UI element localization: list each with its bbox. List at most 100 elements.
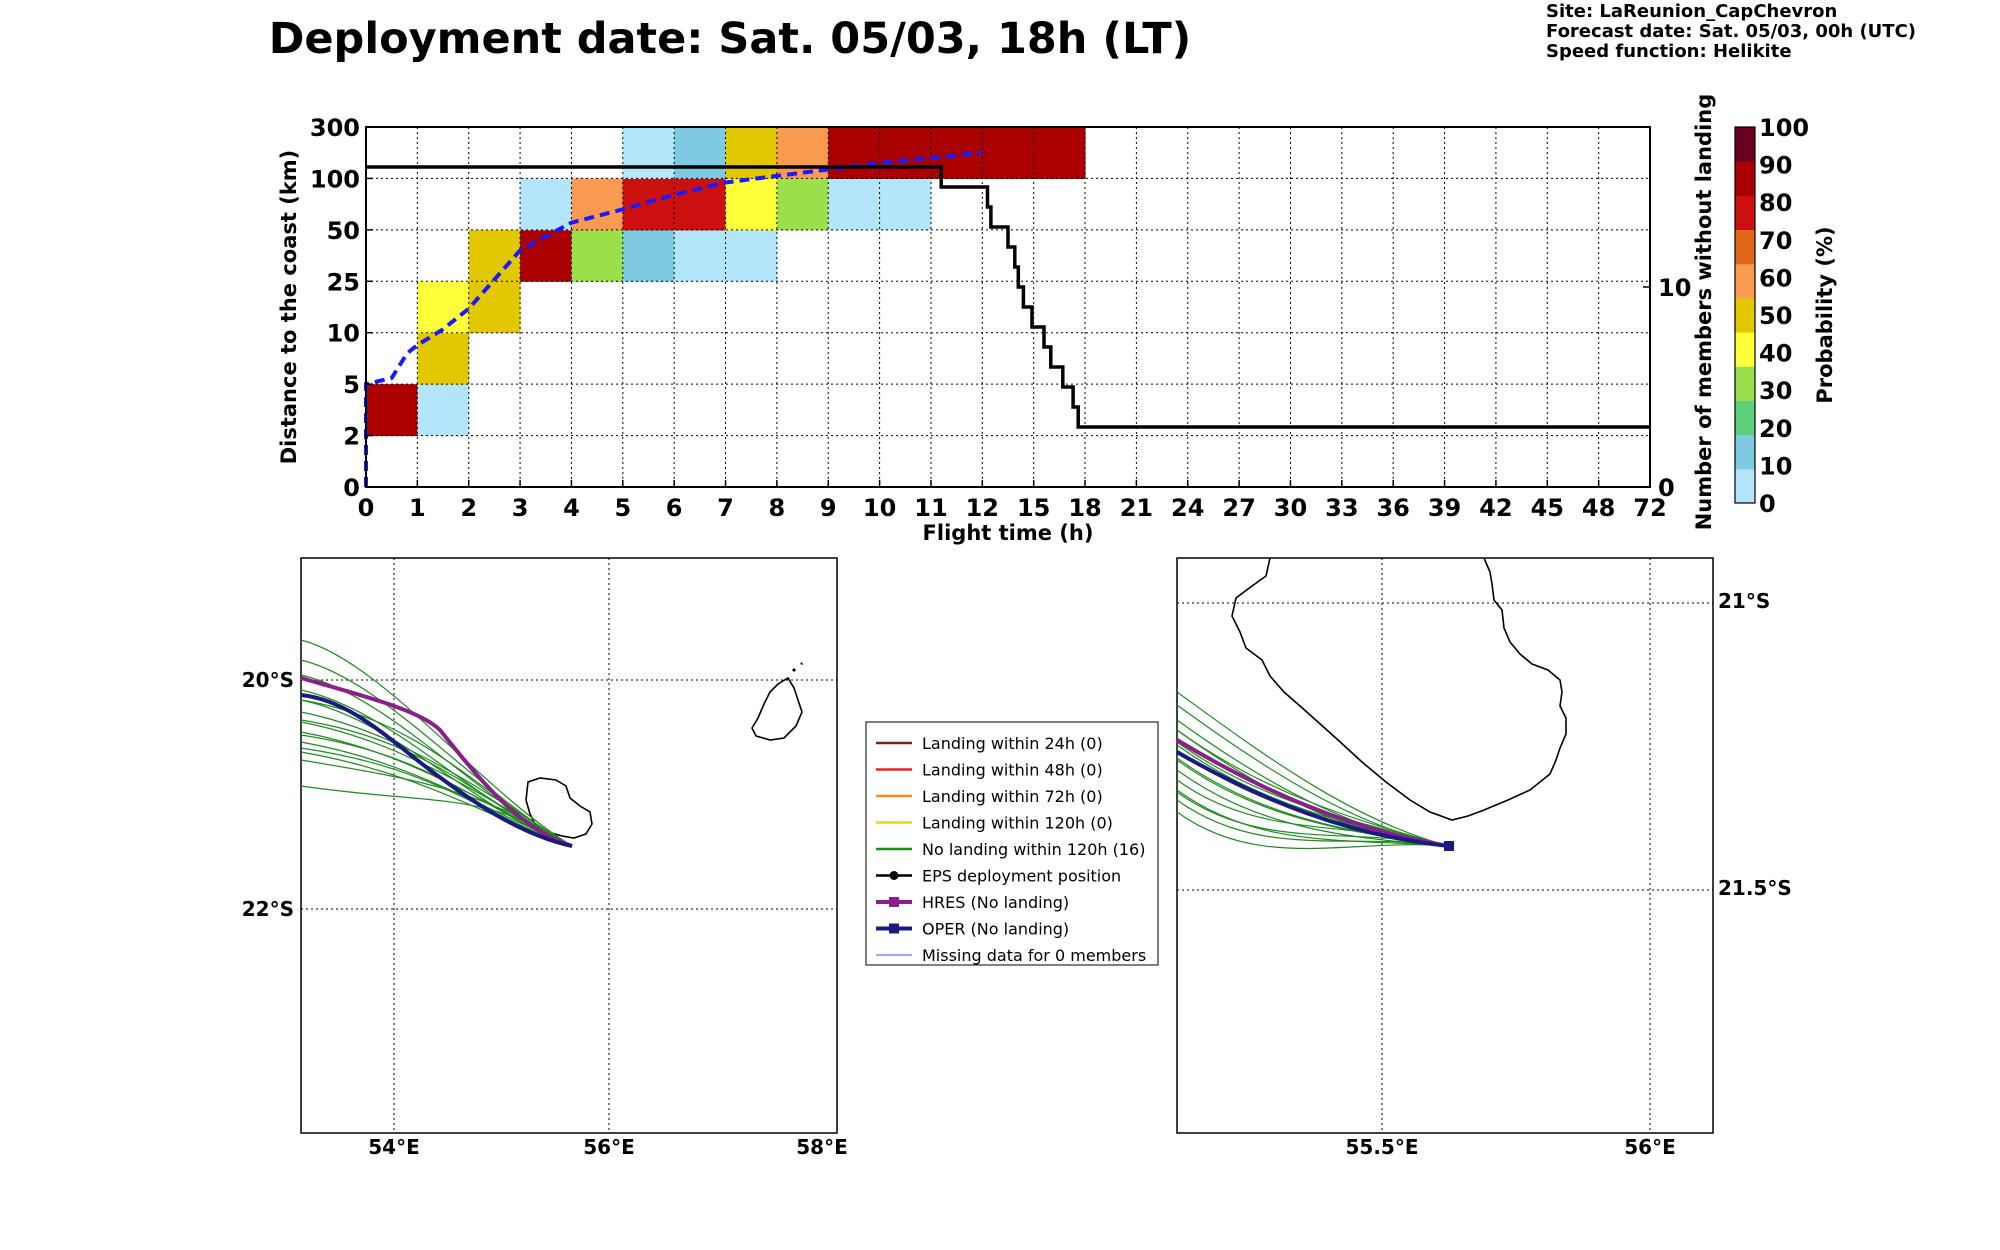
colorbar-tick-label: 0: [1759, 490, 1776, 518]
colorbar-tick-label: 50: [1759, 302, 1792, 330]
colorbar-bin: [1735, 195, 1755, 231]
x-tick-label: 5: [614, 494, 631, 522]
x-tick-label: 2: [460, 494, 477, 522]
colorbar-bin: [1735, 263, 1755, 299]
mauritius-island-outline: [751, 676, 803, 741]
left-map-x-tick: 56°E: [583, 1135, 635, 1159]
colorbar-tick-label: 70: [1759, 227, 1792, 255]
probability-heatmap: [366, 127, 1086, 437]
y-tick-label: 2: [343, 423, 360, 451]
legend-label: Landing within 24h (0): [922, 734, 1103, 753]
heatmap-cell: [879, 127, 932, 179]
heatmap-cell: [520, 178, 572, 231]
reunion-island-outline-zoom: [1231, 557, 1567, 821]
legend-marker: [889, 897, 899, 907]
heatmap-cell: [674, 229, 727, 282]
ensemble-track: [300, 751, 573, 847]
left-map-x-ticks: 54°E 56°E 58°E: [368, 1135, 848, 1159]
heatmap-cell: [776, 178, 829, 231]
legend-marker: [889, 871, 899, 880]
legend-label: OPER (No landing): [922, 920, 1069, 939]
y-tick-label: 10: [327, 320, 360, 348]
right-map-y-tick: 21.5°S: [1718, 876, 1792, 900]
x-tick-label: 11: [914, 494, 947, 522]
left-map-y-ticks: 20°S 22°S: [242, 668, 294, 921]
ensemble-track: [300, 747, 573, 847]
x-tick-label: 15: [1017, 494, 1050, 522]
heatmap-cell: [725, 127, 778, 179]
colorbar-tick-label: 100: [1759, 114, 1809, 142]
x-tick-label: 3: [512, 494, 529, 522]
legend-label: HRES (No landing): [922, 893, 1069, 912]
heatmap-cell: [571, 178, 624, 231]
hres-track: [1175, 738, 1450, 848]
legend-label: Missing data for 0 members: [922, 946, 1146, 965]
y2-tick-label: 0: [1658, 474, 1675, 502]
y2-tick-labels: 0 10: [1643, 274, 1691, 502]
y-tick-label: 100: [310, 165, 360, 193]
left-map-ensemble-tracks: [300, 639, 573, 848]
colorbar-bin: [1735, 297, 1755, 333]
x-tick-label: 9: [820, 494, 837, 522]
x-tick-label: 1: [409, 494, 426, 522]
heatmap-cell: [1033, 127, 1086, 179]
oper-track: [1175, 750, 1450, 848]
x-tick-label: 30: [1274, 494, 1307, 522]
x-tick-label: 72: [1633, 494, 1666, 522]
x-tick-label: 45: [1531, 494, 1564, 522]
x-axis-label: Flight time (h): [923, 521, 1094, 545]
x-tick-label: 21: [1120, 494, 1153, 522]
colorbar-frame: [1734, 126, 1756, 504]
ensemble-track: [1176, 811, 1450, 850]
right-map-x-tick: 56°E: [1624, 1135, 1676, 1159]
colorbar-bin: [1735, 229, 1755, 265]
legend-label: Landing within 120h (0): [922, 814, 1113, 833]
heatmap-cell: [828, 127, 881, 179]
hres-track: [300, 676, 573, 848]
site-info: Site: LaReunion_CapChevron Forecast date…: [1546, 2, 1916, 62]
right-map-x-tick: 55.5°E: [1345, 1135, 1418, 1159]
left-map-y-tick: 20°S: [242, 668, 294, 692]
colorbar-bin: [1735, 161, 1755, 196]
legend: Landing within 24h (0) Landing within 48h…: [865, 721, 1159, 966]
y-tick-label: 25: [327, 268, 360, 296]
x-tick-label: 33: [1325, 494, 1358, 522]
left-map: 54°E 56°E 58°E 20°S 22°S: [242, 557, 848, 1159]
colorbar-label: Probability (%): [1813, 226, 1837, 403]
legend-label: No landing within 120h (16): [922, 840, 1145, 859]
colorbar-tick-label: 40: [1759, 340, 1792, 368]
colorbar-bin: [1735, 332, 1755, 367]
colorbar-bin: [1735, 127, 1755, 162]
colorbar-tick-label: 10: [1759, 452, 1792, 480]
x-tick-label: 12: [966, 494, 999, 522]
rodrigues-islet: [792, 662, 803, 672]
right-map-ensemble-tracks: [1175, 691, 1454, 851]
colorbar-bin: [1735, 434, 1755, 470]
x-tick-label: 7: [717, 494, 734, 522]
heatmap-cell: [417, 384, 470, 437]
heatmap-cell: [828, 178, 881, 231]
deployment-marker: [1444, 841, 1454, 851]
y-tick-label: 5: [343, 371, 360, 399]
y-tick-label: 50: [327, 217, 360, 245]
x-tick-label: 36: [1376, 494, 1409, 522]
y2-tick-label: 10: [1658, 274, 1691, 302]
left-map-grid: [301, 558, 837, 1133]
y-tick-label: 300: [310, 114, 360, 142]
heatmap-cell: [417, 281, 470, 334]
ensemble-track: [1176, 789, 1450, 847]
x-tick-label: 39: [1428, 494, 1461, 522]
chart-series: [364, 150, 1650, 487]
page-title: Deployment date: Sat. 05/03, 18h (LT): [268, 14, 1192, 64]
legend-marker: [889, 923, 899, 934]
y2-axis-label: Number of members without landing: [1692, 94, 1716, 531]
right-map-x-ticks: 55.5°E 56°E: [1345, 1135, 1675, 1159]
legend-frame: [865, 721, 1159, 966]
heatmap-cell: [674, 127, 727, 179]
heatmap-cell: [366, 384, 418, 437]
left-map-y-tick: 22°S: [242, 897, 294, 921]
heatmap-cell: [468, 229, 521, 282]
forecast-date: Forecast date: Sat. 05/03, 00h (UTC): [1546, 21, 1917, 42]
